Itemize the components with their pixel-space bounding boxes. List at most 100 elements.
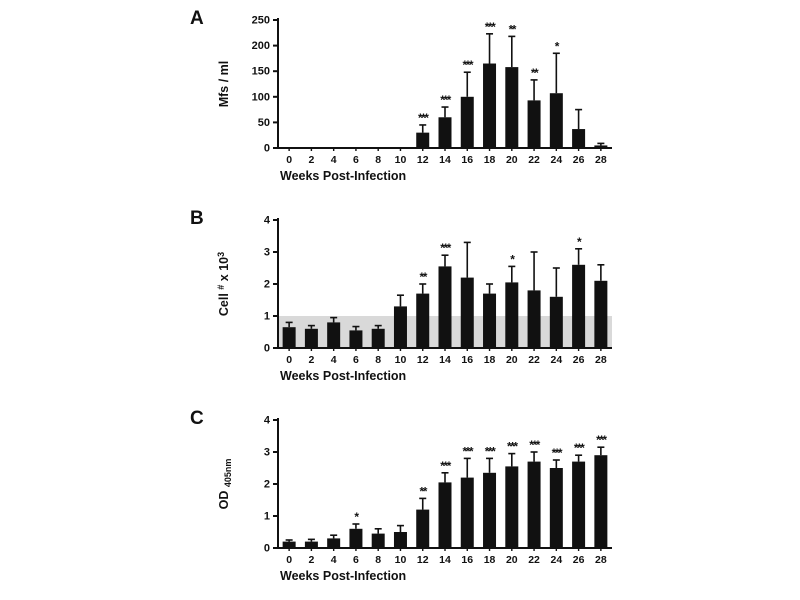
panel-c: C 0 1 2 3 4 0 2 4 * 6 8 10 ** 12 *** 14 *** 16 *** 18 *** 20 *… [190,404,622,594]
x-axis-title: Weeks Post-Infection [280,369,406,383]
x-tick-label: 24 [550,554,562,566]
bar [438,117,452,148]
bar [505,67,519,148]
x-tick-label: 28 [595,154,607,166]
y-tick-label: 4 [264,215,271,227]
x-tick-label: 10 [395,554,407,566]
y-tick-label: 4 [264,415,271,427]
bar [282,327,296,348]
significance-stars: ** [420,270,428,284]
bar [438,266,452,348]
y-tick-label: 1 [264,311,270,323]
bar [349,528,363,548]
bar [371,533,385,548]
x-tick-label: 22 [528,554,540,566]
significance-stars: *** [463,444,474,458]
bar [393,532,407,548]
bar [460,277,474,348]
x-tick-label: 14 [439,554,451,566]
y-tick-label: 2 [264,279,270,291]
x-tick-label: 4 [331,354,337,366]
panel-b: B 0 1 2 3 4 0 2 4 6 8 10 ** 12 *** 14 16 18 * 20 22 24 * 26 28 W… [190,204,622,394]
bar [416,509,430,548]
x-tick-label: 2 [308,154,314,166]
bar [549,468,563,548]
x-tick-label: 8 [375,354,381,366]
x-tick-label: 24 [550,354,562,366]
significance-stars: *** [552,446,563,460]
bar [505,282,519,348]
bar [483,472,497,548]
x-tick-label: 10 [395,354,407,366]
x-axis-title: Weeks Post-Infection [280,169,406,183]
bar [483,293,497,348]
significance-stars: *** [507,440,518,454]
x-tick-label: 26 [573,354,585,366]
significance-stars: *** [418,111,429,125]
significance-stars: * [510,252,515,266]
significance-stars: *** [485,444,496,458]
x-tick-label: 8 [375,154,381,166]
bar [505,466,519,548]
bar [416,293,430,348]
bar [438,482,452,548]
bar [393,306,407,348]
bar [594,455,608,548]
x-tick-label: 28 [595,554,607,566]
y-tick-label: 3 [264,247,270,259]
x-tick-label: 16 [461,354,473,366]
bar [572,129,586,148]
x-tick-label: 20 [506,154,518,166]
x-tick-label: 6 [353,354,359,366]
bar [572,264,586,348]
significance-stars: *** [463,58,474,72]
x-tick-label: 0 [286,354,292,366]
x-tick-label: 28 [595,354,607,366]
significance-stars: *** [440,93,451,107]
x-tick-label: 12 [417,554,429,566]
x-tick-label: 20 [506,554,518,566]
panel-c-letter: C [190,408,204,429]
x-tick-label: 18 [484,354,496,366]
panel-a-letter: A [190,8,204,29]
y-tick-label: 1 [264,511,270,523]
significance-stars: ** [420,484,428,498]
significance-stars: *** [440,459,451,473]
x-tick-label: 6 [353,154,359,166]
y-tick-label: 250 [252,15,270,27]
y-tick-label: 150 [252,66,270,78]
y-tick-label: 0 [264,343,270,355]
bar [572,461,586,548]
x-tick-label: 12 [417,354,429,366]
bar [527,290,541,348]
significance-stars: ** [509,22,517,36]
bar [304,328,318,348]
significance-stars: *** [440,241,451,255]
x-tick-label: 18 [484,554,496,566]
x-tick-label: 4 [331,154,337,166]
x-tick-label: 4 [331,554,337,566]
bar [349,330,363,348]
three-panel-figure: A 0 50 100 150 200 250 0 2 4 6 8 10 *** 12 *** 14 *** 16 *… [190,4,622,594]
y-axis-title: Mfs / ml [217,61,231,108]
bar [327,322,341,348]
y-tick-label: 2 [264,479,270,491]
x-tick-label: 0 [286,154,292,166]
x-tick-label: 14 [439,354,451,366]
x-tick-label: 24 [550,154,562,166]
x-tick-label: 26 [573,154,585,166]
bar [460,96,474,148]
x-tick-label: 22 [528,354,540,366]
y-tick-label: 3 [264,447,270,459]
bar [527,100,541,148]
significance-stars: ** [531,66,539,80]
y-tick-label: 50 [258,117,270,129]
bar [327,538,341,548]
bar [416,132,430,148]
panel-b-letter: B [190,208,204,229]
bar [594,145,608,148]
